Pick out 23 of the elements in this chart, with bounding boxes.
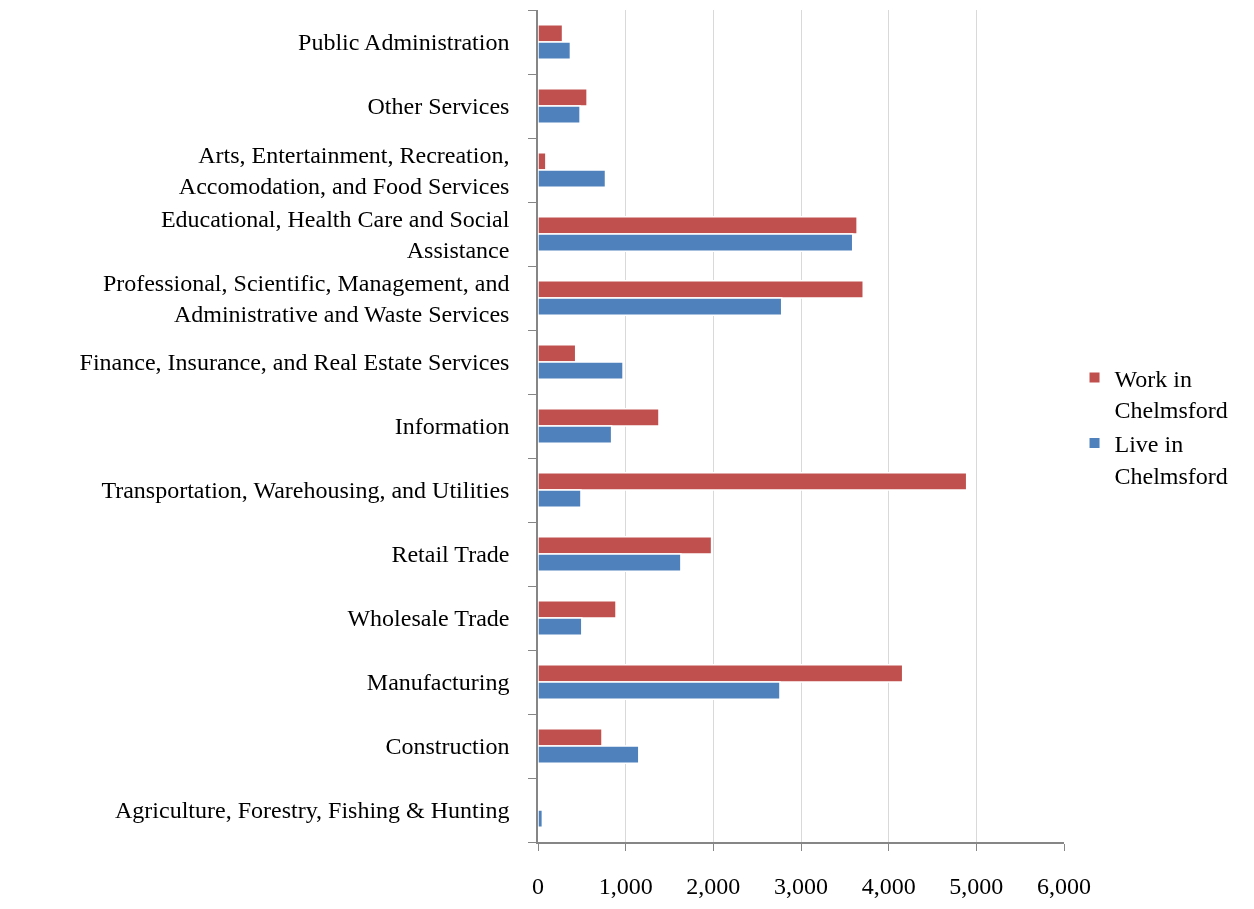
y-tick-label: Information xyxy=(394,413,510,440)
x-tick-label: 5,000 xyxy=(949,872,1004,899)
y-tick-label: Public Administration xyxy=(298,29,510,56)
x-tick-label: 1,000 xyxy=(598,872,653,899)
x-tick-label: 3,000 xyxy=(774,872,828,899)
y-tick-label: Manufacturing xyxy=(366,669,510,696)
x-tick-label: 6,000 xyxy=(1037,872,1091,899)
y-tick-label: Finance, Insurance, and Real Estate Services xyxy=(79,349,510,376)
y-tick-label: Retail Trade xyxy=(391,541,510,568)
x-tick-label: 2,000 xyxy=(686,872,741,899)
y-tick-label: Agriculture, Forestry, Fishing & Hunting xyxy=(115,797,510,824)
y-tick-label: Construction xyxy=(385,733,510,760)
y-tick-label: Other Services xyxy=(367,93,510,120)
y-tick-label: Educational, Health Care and Social Assistance xyxy=(160,205,510,263)
y-tick-label: Arts, Entertainment, Recreation, Accomodation, and Food Services xyxy=(178,141,510,199)
x-tick-label: 4,000 xyxy=(861,872,916,899)
x-tick-label: 0 xyxy=(532,872,544,899)
y-tick-label: Professional, Scientific, Management, and Administrative and Waste Services xyxy=(102,269,510,327)
legend-label: Work in Chelmsford xyxy=(1114,365,1228,424)
y-tick-label: Transportation, Warehousing, and Utilities xyxy=(101,477,510,504)
bar xyxy=(538,809,544,829)
y-tick-label: Wholesale Trade xyxy=(347,605,510,632)
legend-label: Live in Chelmsford xyxy=(1114,431,1228,489)
